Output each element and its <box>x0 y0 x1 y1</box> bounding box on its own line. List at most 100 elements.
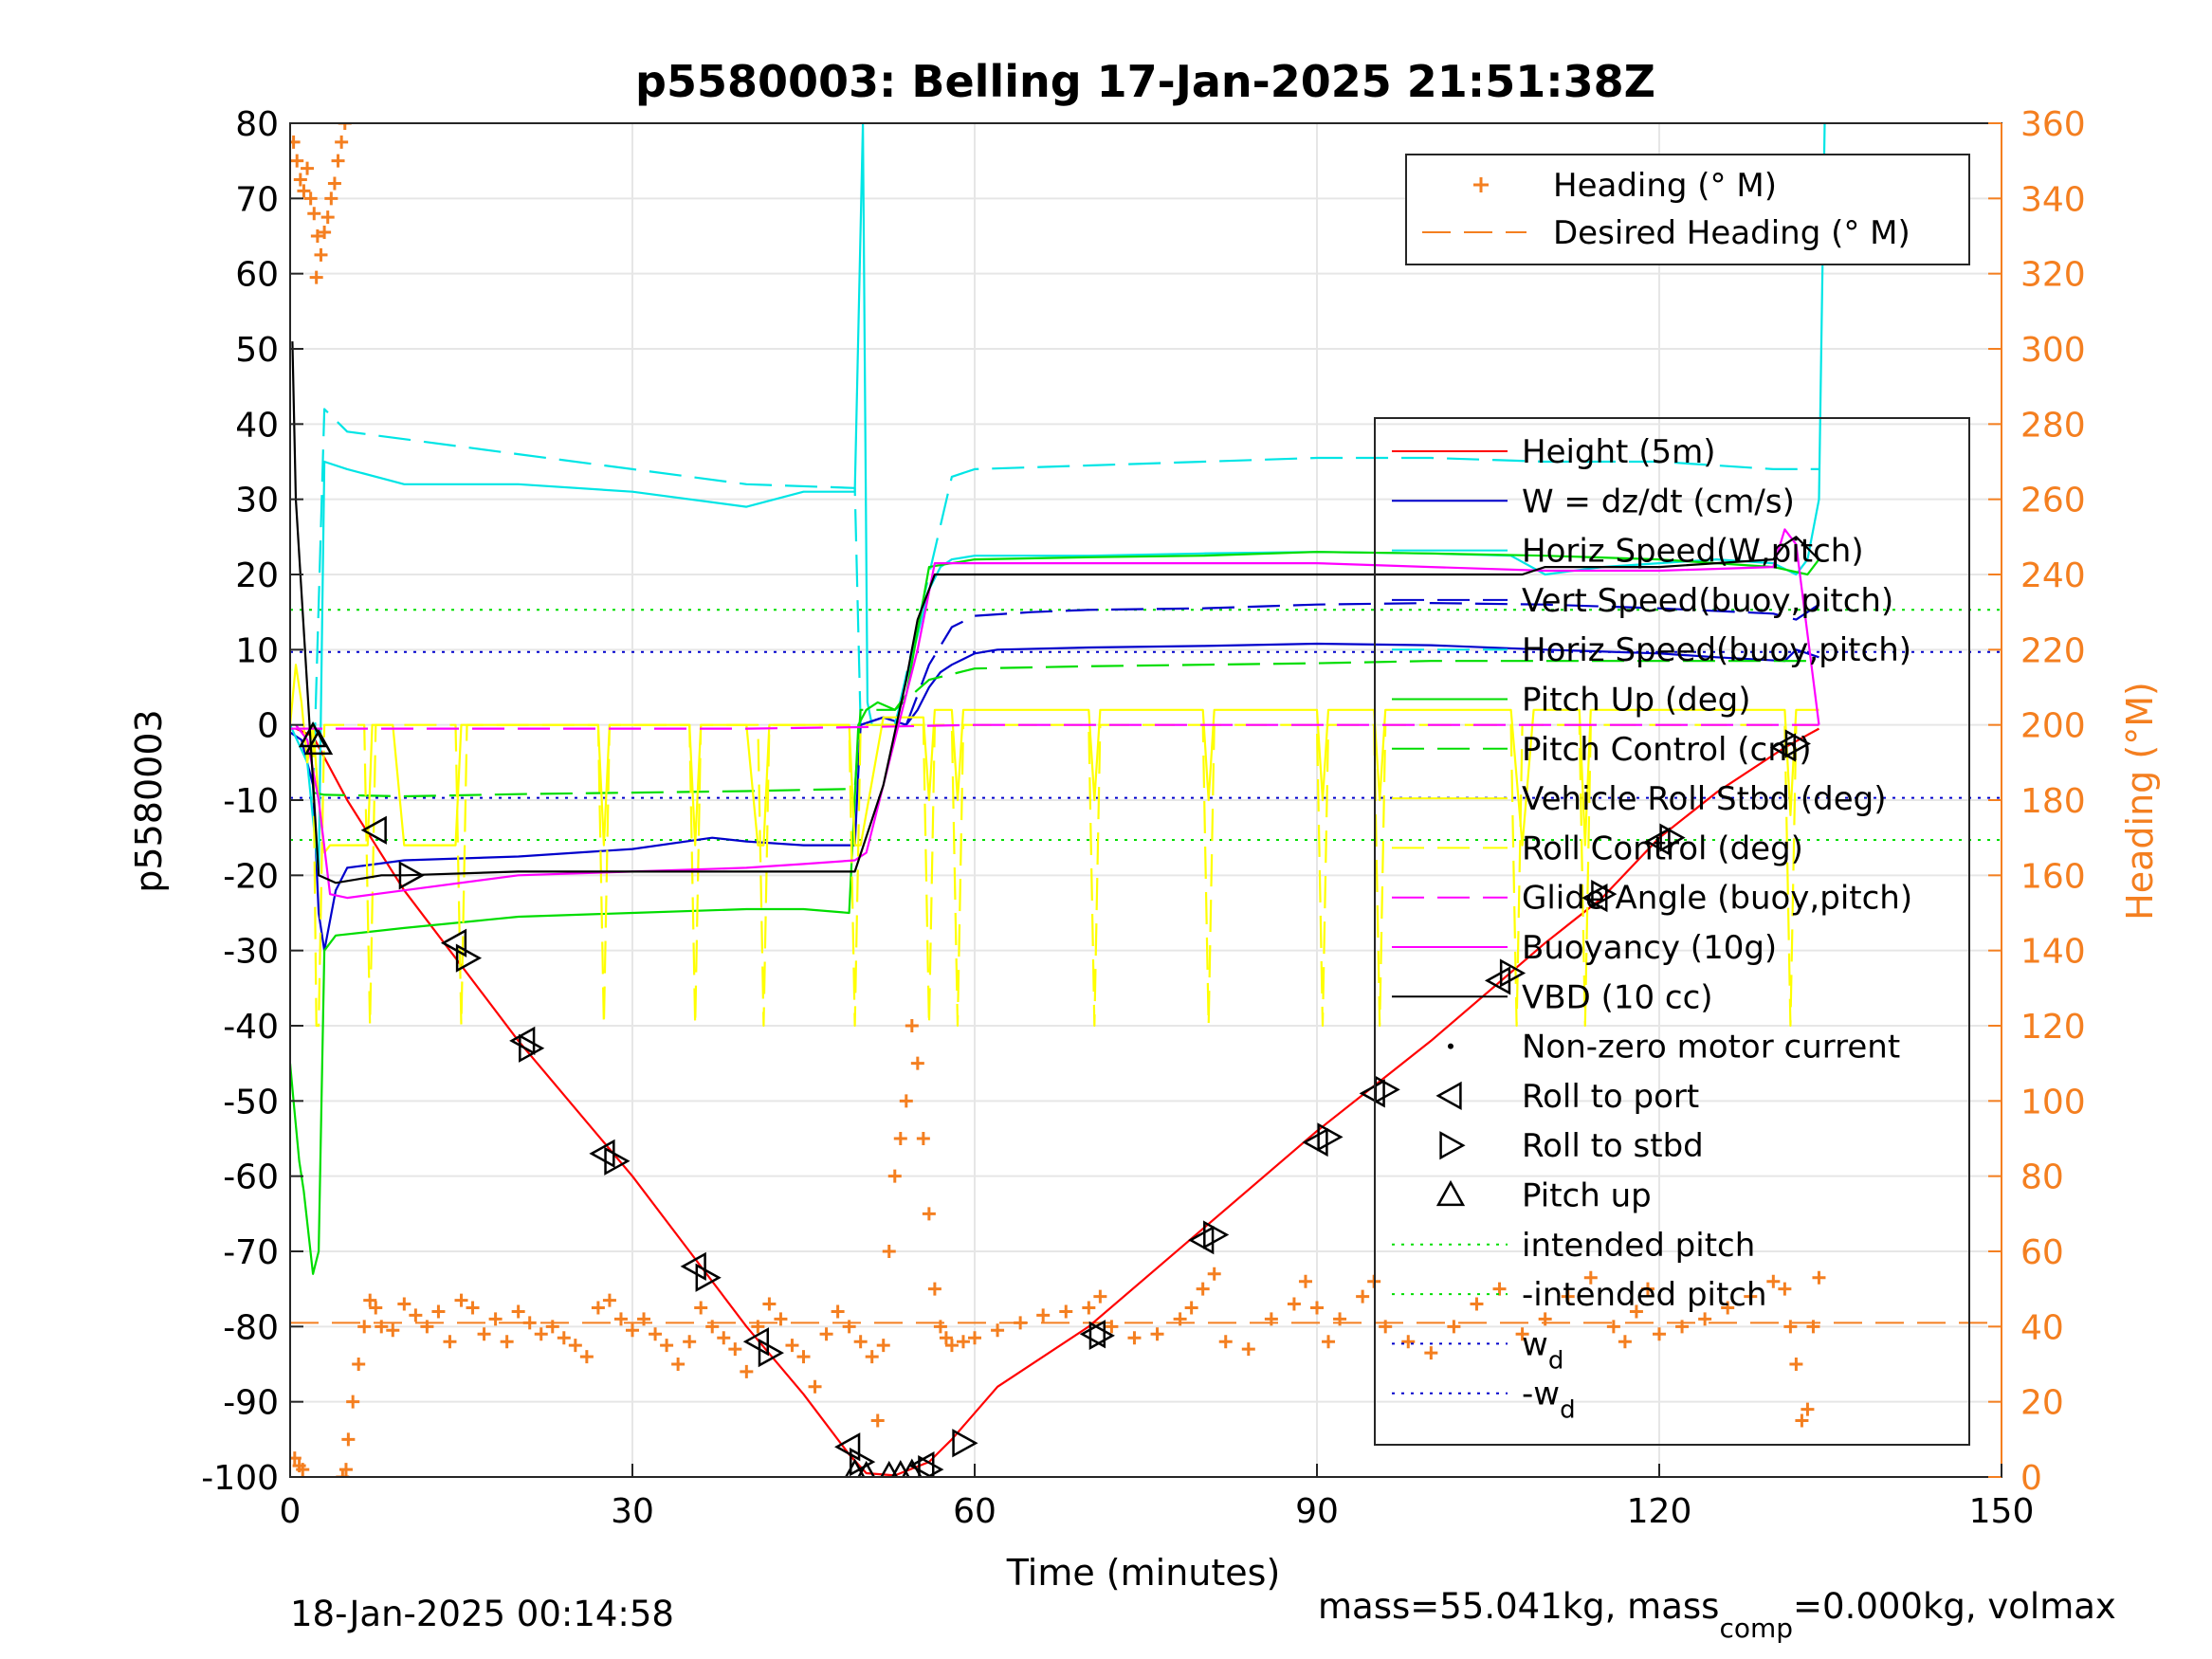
y2-tick-label: 340 <box>2020 180 2086 219</box>
heading-point <box>1583 1270 1598 1285</box>
heading-point <box>568 1339 582 1353</box>
y-tick-label: -50 <box>223 1083 279 1121</box>
heading-point <box>728 1342 742 1357</box>
y-tick-label: -70 <box>223 1233 279 1272</box>
roll-stbd-marker <box>1659 823 1686 852</box>
heading-point <box>842 1320 856 1334</box>
y2-tick-label: 120 <box>2020 1008 2086 1047</box>
heading-point <box>301 161 315 175</box>
roll-stbd-marker <box>1088 1321 1115 1350</box>
legend-main-label: Pitch Control (cm) <box>1522 731 1812 769</box>
heading-point <box>865 1350 879 1364</box>
heading-point <box>882 1245 896 1258</box>
heading-point <box>910 1056 924 1070</box>
heading-point <box>534 1327 548 1341</box>
y2-tick-label: 20 <box>2020 1384 2064 1423</box>
heading-series <box>290 123 1826 1477</box>
y-tick-label: -20 <box>223 857 279 896</box>
pitch-up-marker <box>298 720 328 748</box>
footer-mass-a: mass=55.041kg, mass <box>1318 1586 1719 1627</box>
heading-point <box>290 154 304 168</box>
heading-point <box>1795 1413 1809 1428</box>
legend-main-label: Pitch Up (deg) <box>1522 682 1750 720</box>
heading-point <box>488 1312 503 1326</box>
roll-stbd-marker <box>1591 880 1618 909</box>
roll-port-marker <box>440 928 467 957</box>
heading-point <box>751 1320 765 1334</box>
y2-tick-label: 80 <box>2020 1158 2064 1197</box>
y2-tick-label: 320 <box>2020 256 2086 295</box>
heading-point <box>762 1297 777 1311</box>
roll-stbd-marker <box>604 1146 631 1176</box>
heading-point <box>637 1312 651 1326</box>
y-tick-label: 60 <box>235 256 279 295</box>
roll-port-marker <box>1302 1127 1328 1158</box>
heading-point <box>352 1358 366 1371</box>
heading-point <box>916 1132 930 1145</box>
heading-point <box>557 1331 571 1345</box>
legend-main-label: Horiz Speed(W,pitch) <box>1522 533 1864 571</box>
series-line-9 <box>290 723 1819 730</box>
heading-point <box>968 1331 981 1345</box>
heading-point <box>991 1323 1005 1338</box>
x-axis-ticks: 0 30 60 90 120 150 <box>280 1464 2034 1531</box>
legend-main-label: Vehicle Roll Stbd (deg) <box>1522 780 1887 818</box>
heading-point <box>602 1293 616 1307</box>
heading-point <box>431 1304 446 1319</box>
y2-tick-label: 180 <box>2020 782 2086 821</box>
heading-point <box>649 1327 663 1341</box>
heading-point <box>443 1335 457 1349</box>
heading-point <box>922 1207 936 1221</box>
heading-point <box>740 1364 754 1378</box>
heading-point <box>545 1320 559 1334</box>
y2-tick-label: 0 <box>2020 1459 2042 1498</box>
roll-port-marker <box>680 1251 706 1281</box>
heading-point <box>1789 1358 1803 1371</box>
y-tick-label: -40 <box>223 1008 279 1047</box>
y2-tick-label: 160 <box>2020 857 2086 896</box>
heading-point <box>409 1308 423 1322</box>
heading-point <box>293 173 307 187</box>
heading-point <box>876 1339 890 1353</box>
heading-point <box>1082 1301 1096 1315</box>
heading-point <box>357 1320 372 1334</box>
legend-main-box <box>1374 417 1970 1446</box>
heading-point <box>1184 1301 1198 1315</box>
y-axis-label: p5580003 <box>128 709 170 892</box>
heading-point <box>956 1335 970 1349</box>
y-tick-label: -10 <box>223 782 279 821</box>
roll-port-marker <box>509 1026 536 1055</box>
roll-stbd-marker <box>1784 729 1811 758</box>
roll-stbd-marker <box>1317 1122 1344 1152</box>
x-tick-label: 0 <box>280 1492 302 1531</box>
x-tick-label: 90 <box>1295 1492 1339 1531</box>
heading-point <box>331 154 345 168</box>
heading-point <box>1653 1327 1666 1341</box>
heading-point <box>1675 1320 1690 1334</box>
heading-point <box>386 1323 400 1338</box>
roll-stbd-marker <box>850 1448 876 1477</box>
heading-point <box>1640 1282 1654 1296</box>
heading-point <box>1356 1289 1370 1304</box>
y2-tick-label: 260 <box>2020 482 2086 520</box>
heading-point <box>1218 1335 1233 1349</box>
roll-stbd-marker <box>918 1454 944 1477</box>
heading-point <box>1401 1335 1416 1349</box>
legend-main-label: Roll Control (deg) <box>1522 830 1803 867</box>
legend-main-label: Roll to stbd <box>1522 1127 1704 1165</box>
y2-tick-label: 220 <box>2020 631 2086 670</box>
legend-main-label: -wd <box>1522 1376 1576 1425</box>
y-tick-label: -60 <box>223 1158 279 1197</box>
legend-main-label: W = dz/dt (cm/s) <box>1522 483 1795 520</box>
heading-point <box>944 1339 959 1353</box>
heading-point <box>341 1432 356 1447</box>
footer-mass-b: =0.000kg, volmax <box>1793 1586 2116 1627</box>
legend-main-label: Non-zero motor current <box>1522 1029 1900 1066</box>
heading-point <box>363 1293 377 1307</box>
event-markers <box>298 720 1811 1477</box>
heading-point <box>318 226 332 240</box>
heading-point <box>309 270 323 284</box>
x-tick-label: 120 <box>1627 1492 1692 1531</box>
legend-main-label: wd <box>1522 1325 1563 1375</box>
series-line-2 <box>290 123 1826 877</box>
